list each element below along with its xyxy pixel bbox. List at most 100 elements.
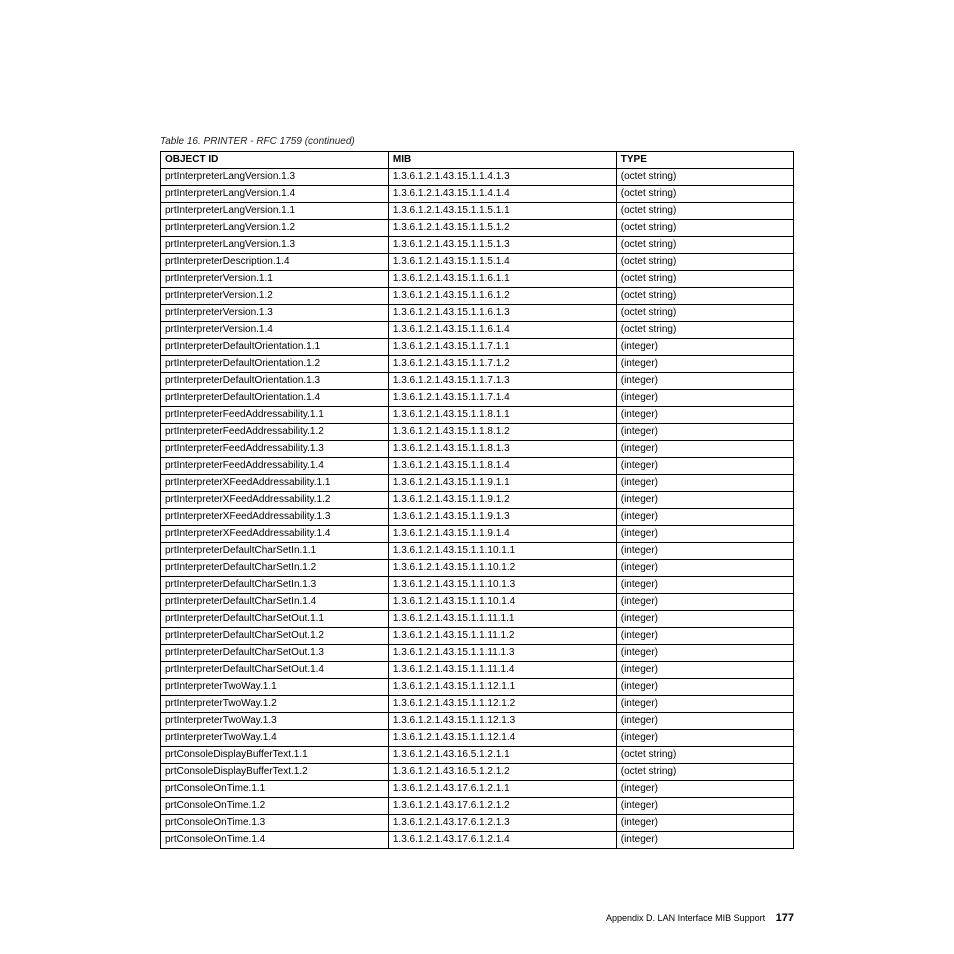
cell-type: (integer)	[616, 696, 793, 713]
cell-type: (integer)	[616, 832, 793, 849]
table-caption: Table 16. PRINTER - RFC 1759 (continued)	[160, 136, 794, 147]
table-row: prtInterpreterDefaultCharSetIn.1.11.3.6.…	[161, 543, 794, 560]
cell-type: (integer)	[616, 679, 793, 696]
cell-oid: prtInterpreterLangVersion.1.2	[161, 220, 389, 237]
table-row: prtInterpreterLangVersion.1.31.3.6.1.2.1…	[161, 237, 794, 254]
page-number: 177	[776, 912, 794, 924]
cell-mib: 1.3.6.1.2.1.43.15.1.1.8.1.2	[388, 424, 616, 441]
cell-mib: 1.3.6.1.2.1.43.15.1.1.12.1.2	[388, 696, 616, 713]
header-type: TYPE	[616, 152, 793, 169]
table-row: prtInterpreterLangVersion.1.31.3.6.1.2.1…	[161, 169, 794, 186]
cell-type: (integer)	[616, 560, 793, 577]
cell-type: (octet string)	[616, 288, 793, 305]
cell-oid: prtInterpreterLangVersion.1.1	[161, 203, 389, 220]
cell-oid: prtInterpreterXFeedAddressability.1.2	[161, 492, 389, 509]
table-row: prtInterpreterFeedAddressability.1.21.3.…	[161, 424, 794, 441]
cell-oid: prtInterpreterDefaultCharSetOut.1.4	[161, 662, 389, 679]
cell-mib: 1.3.6.1.2.1.43.15.1.1.11.1.3	[388, 645, 616, 662]
table-row: prtInterpreterVersion.1.31.3.6.1.2.1.43.…	[161, 305, 794, 322]
cell-oid: prtInterpreterDefaultCharSetOut.1.2	[161, 628, 389, 645]
table-row: prtInterpreterXFeedAddressability.1.11.3…	[161, 475, 794, 492]
cell-mib: 1.3.6.1.2.1.43.15.1.1.10.1.1	[388, 543, 616, 560]
cell-type: (integer)	[616, 458, 793, 475]
cell-type: (octet string)	[616, 271, 793, 288]
cell-mib: 1.3.6.1.2.1.43.16.5.1.2.1.2	[388, 764, 616, 781]
cell-type: (octet string)	[616, 322, 793, 339]
cell-oid: prtInterpreterDefaultOrientation.1.2	[161, 356, 389, 373]
cell-type: (integer)	[616, 730, 793, 747]
table-row: prtInterpreterFeedAddressability.1.31.3.…	[161, 441, 794, 458]
table-row: prtInterpreterDefaultOrientation.1.11.3.…	[161, 339, 794, 356]
table-row: prtInterpreterDefaultCharSetIn.1.41.3.6.…	[161, 594, 794, 611]
cell-type: (octet string)	[616, 169, 793, 186]
cell-type: (integer)	[616, 475, 793, 492]
cell-type: (integer)	[616, 526, 793, 543]
table-row: prtInterpreterVersion.1.41.3.6.1.2.1.43.…	[161, 322, 794, 339]
table-row: prtInterpreterXFeedAddressability.1.21.3…	[161, 492, 794, 509]
cell-type: (integer)	[616, 781, 793, 798]
table-row: prtConsoleOnTime.1.31.3.6.1.2.1.43.17.6.…	[161, 815, 794, 832]
cell-mib: 1.3.6.1.2.1.43.15.1.1.7.1.4	[388, 390, 616, 407]
cell-mib: 1.3.6.1.2.1.43.17.6.1.2.1.1	[388, 781, 616, 798]
table-row: prtInterpreterDefaultOrientation.1.41.3.…	[161, 390, 794, 407]
cell-mib: 1.3.6.1.2.1.43.15.1.1.4.1.3	[388, 169, 616, 186]
cell-mib: 1.3.6.1.2.1.43.15.1.1.8.1.4	[388, 458, 616, 475]
cell-oid: prtInterpreterDefaultCharSetIn.1.2	[161, 560, 389, 577]
table-row: prtInterpreterDefaultCharSetOut.1.41.3.6…	[161, 662, 794, 679]
cell-mib: 1.3.6.1.2.1.43.15.1.1.9.1.4	[388, 526, 616, 543]
cell-oid: prtInterpreterTwoWay.1.1	[161, 679, 389, 696]
cell-type: (integer)	[616, 424, 793, 441]
cell-type: (integer)	[616, 645, 793, 662]
page-footer: Appendix D. LAN Interface MIB Support 17…	[606, 912, 794, 924]
table-row: prtConsoleDisplayBufferText.1.11.3.6.1.2…	[161, 747, 794, 764]
table-row: prtInterpreterFeedAddressability.1.11.3.…	[161, 407, 794, 424]
cell-mib: 1.3.6.1.2.1.43.15.1.1.12.1.1	[388, 679, 616, 696]
table-row: prtInterpreterVersion.1.21.3.6.1.2.1.43.…	[161, 288, 794, 305]
cell-oid: prtInterpreterDefaultCharSetOut.1.1	[161, 611, 389, 628]
cell-oid: prtInterpreterDescription.1.4	[161, 254, 389, 271]
cell-mib: 1.3.6.1.2.1.43.15.1.1.11.1.4	[388, 662, 616, 679]
table-header-row: OBJECT ID MIB TYPE	[161, 152, 794, 169]
cell-mib: 1.3.6.1.2.1.43.15.1.1.10.1.2	[388, 560, 616, 577]
cell-oid: prtInterpreterDefaultOrientation.1.4	[161, 390, 389, 407]
cell-mib: 1.3.6.1.2.1.43.15.1.1.12.1.3	[388, 713, 616, 730]
cell-mib: 1.3.6.1.2.1.43.16.5.1.2.1.1	[388, 747, 616, 764]
table-row: prtInterpreterDescription.1.41.3.6.1.2.1…	[161, 254, 794, 271]
cell-oid: prtInterpreterTwoWay.1.3	[161, 713, 389, 730]
cell-type: (octet string)	[616, 305, 793, 322]
cell-type: (integer)	[616, 815, 793, 832]
cell-type: (integer)	[616, 611, 793, 628]
cell-oid: prtConsoleDisplayBufferText.1.2	[161, 764, 389, 781]
cell-mib: 1.3.6.1.2.1.43.15.1.1.7.1.3	[388, 373, 616, 390]
table-row: prtInterpreterDefaultCharSetOut.1.31.3.6…	[161, 645, 794, 662]
table-row: prtInterpreterLangVersion.1.41.3.6.1.2.1…	[161, 186, 794, 203]
cell-oid: prtInterpreterDefaultOrientation.1.1	[161, 339, 389, 356]
cell-mib: 1.3.6.1.2.1.43.17.6.1.2.1.2	[388, 798, 616, 815]
cell-mib: 1.3.6.1.2.1.43.15.1.1.7.1.2	[388, 356, 616, 373]
cell-oid: prtInterpreterFeedAddressability.1.3	[161, 441, 389, 458]
cell-oid: prtInterpreterTwoWay.1.4	[161, 730, 389, 747]
cell-oid: prtInterpreterDefaultCharSetOut.1.3	[161, 645, 389, 662]
cell-type: (octet string)	[616, 254, 793, 271]
cell-mib: 1.3.6.1.2.1.43.15.1.1.5.1.1	[388, 203, 616, 220]
cell-oid: prtInterpreterVersion.1.3	[161, 305, 389, 322]
table-row: prtInterpreterVersion.1.11.3.6.1.2.1.43.…	[161, 271, 794, 288]
cell-oid: prtInterpreterFeedAddressability.1.2	[161, 424, 389, 441]
cell-type: (octet string)	[616, 237, 793, 254]
table-row: prtInterpreterDefaultCharSetIn.1.31.3.6.…	[161, 577, 794, 594]
cell-oid: prtInterpreterXFeedAddressability.1.1	[161, 475, 389, 492]
table-row: prtConsoleOnTime.1.11.3.6.1.2.1.43.17.6.…	[161, 781, 794, 798]
table-row: prtInterpreterDefaultCharSetOut.1.11.3.6…	[161, 611, 794, 628]
table-row: prtConsoleDisplayBufferText.1.21.3.6.1.2…	[161, 764, 794, 781]
cell-mib: 1.3.6.1.2.1.43.17.6.1.2.1.4	[388, 832, 616, 849]
cell-type: (integer)	[616, 509, 793, 526]
cell-mib: 1.3.6.1.2.1.43.15.1.1.8.1.3	[388, 441, 616, 458]
cell-type: (integer)	[616, 713, 793, 730]
cell-type: (integer)	[616, 373, 793, 390]
cell-type: (integer)	[616, 662, 793, 679]
table-row: prtInterpreterXFeedAddressability.1.41.3…	[161, 526, 794, 543]
cell-oid: prtInterpreterDefaultCharSetIn.1.4	[161, 594, 389, 611]
cell-oid: prtInterpreterDefaultCharSetIn.1.1	[161, 543, 389, 560]
cell-type: (integer)	[616, 390, 793, 407]
table-row: prtInterpreterTwoWay.1.21.3.6.1.2.1.43.1…	[161, 696, 794, 713]
